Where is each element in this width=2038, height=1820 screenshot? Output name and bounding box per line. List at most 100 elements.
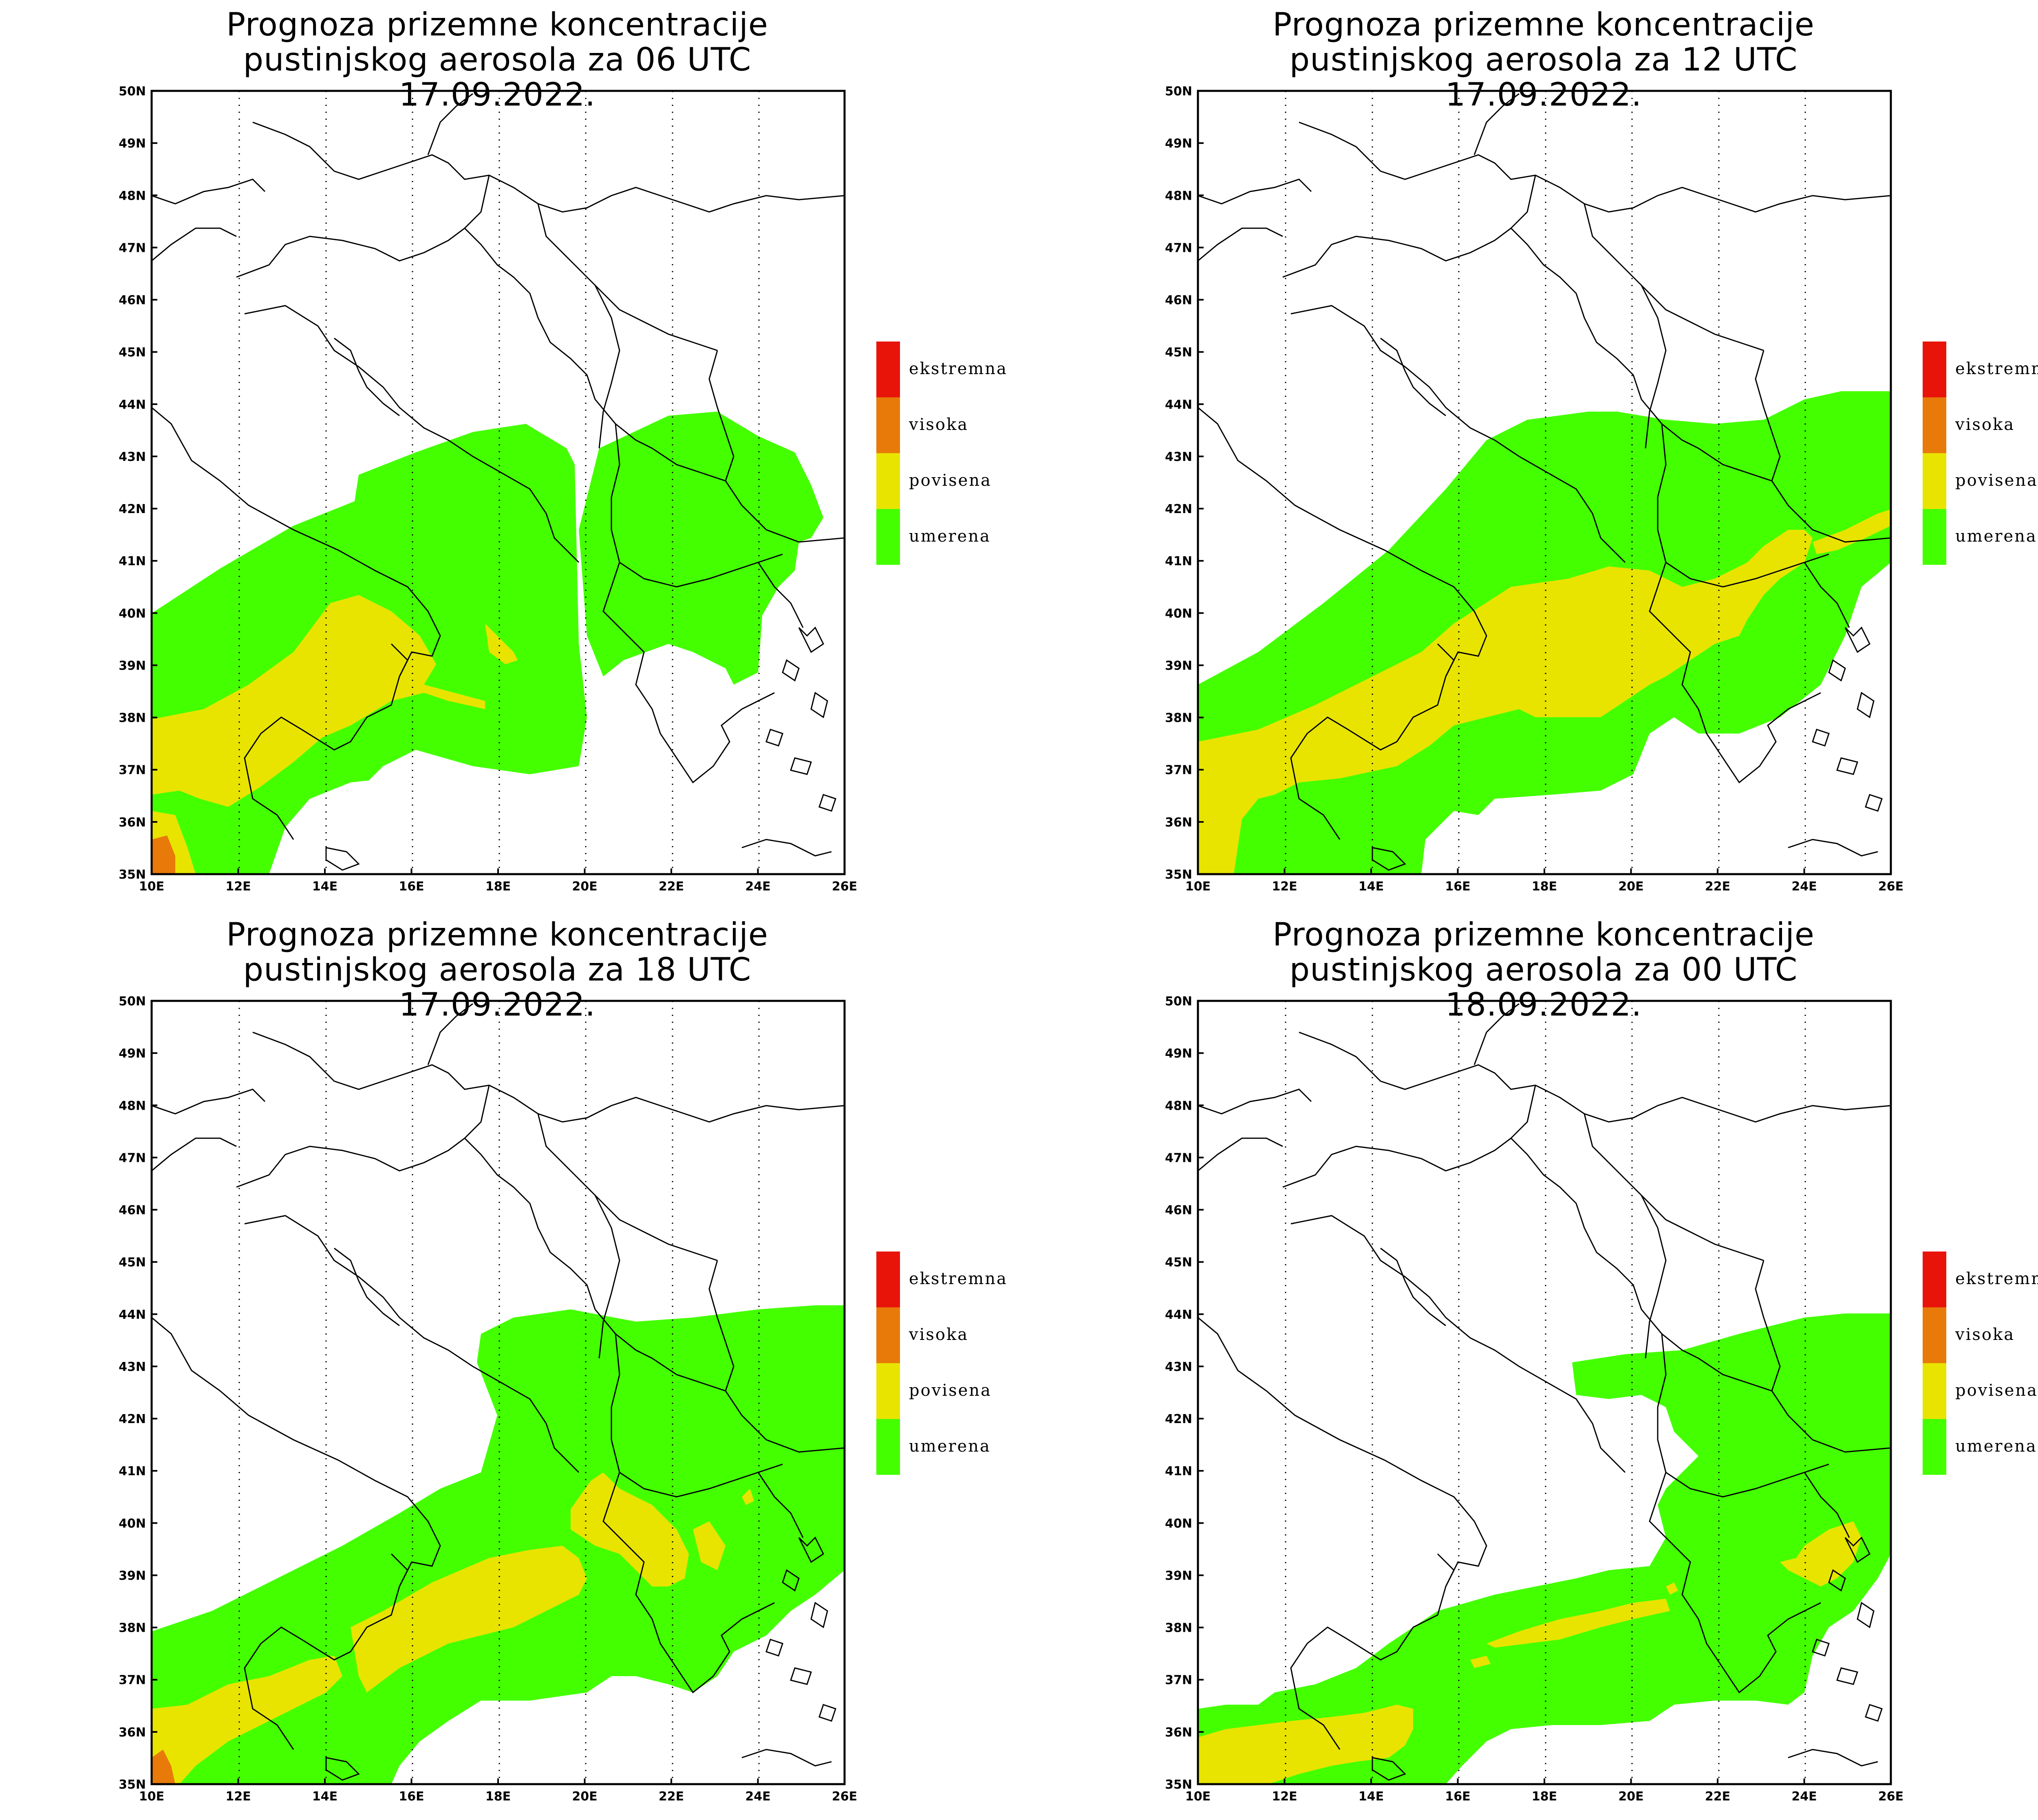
panel-title: Prognoza prizemne koncentracije pustinjs… — [145, 917, 850, 1022]
latitude-tick-label: 45N — [119, 1256, 146, 1270]
legend-swatch — [876, 342, 900, 397]
latitude-tick-label: 40N — [119, 1516, 146, 1531]
longitude-axis: 10E 12E 14E 16E 18E 20E 22E 24E 26E — [1185, 868, 1903, 894]
latitude-tick-label: 39N — [1165, 659, 1192, 673]
legend-swatch — [1923, 1363, 1946, 1419]
legend-label: visoka — [1955, 1325, 2015, 1344]
longitude-tick-label: 18E — [485, 1789, 511, 1804]
latitude-tick-label: 44N — [1165, 398, 1192, 412]
legend-item-ekstremna: ekstremna — [1923, 1252, 2038, 1307]
latitude-axis: 50N 49N 48N 47N 46N 45N 44N 43N 42N 41N 40N 39N 38N 3… — [119, 994, 157, 1792]
longitude-tick-label: 14E — [312, 879, 337, 894]
longitude-tick-label: 18E — [1532, 879, 1557, 894]
povisena-area — [693, 1521, 726, 1570]
dust-map: 50N 49N 48N 47N 46N 45N 44N 43N 42N 41N 40N 39N 38N 3… — [1165, 994, 1903, 1804]
latitude-tick-label: 44N — [119, 398, 146, 412]
panel-title: Prognoza prizemne koncentracije pustinjs… — [1191, 7, 1896, 112]
longitude-tick-label: 16E — [399, 1789, 424, 1804]
latitude-tick-label: 38N — [1165, 1621, 1192, 1635]
legend-item-umerena: umerena — [876, 1419, 1039, 1475]
povisena-area — [1666, 1582, 1678, 1595]
country-borders — [152, 1003, 845, 1781]
latitude-tick-label: 49N — [1165, 137, 1192, 151]
legend-item-visoka: visoka — [876, 397, 1039, 453]
legend-item-ekstremna: ekstremna — [1923, 342, 2038, 397]
panel-title: Prognoza prizemne koncentracije pustinjs… — [1191, 917, 1896, 1022]
latitude-tick-label: 42N — [1165, 502, 1192, 516]
umerena-area — [1198, 1313, 1891, 1784]
latitude-tick-label: 35N — [119, 868, 146, 882]
longitude-tick-label: 26E — [1878, 879, 1903, 894]
legend-swatch — [1923, 397, 1946, 453]
longitude-tick-label: 22E — [659, 879, 684, 894]
povisena-area — [1198, 1705, 1413, 1784]
legend-item-povisena: povisena — [1923, 453, 2038, 509]
concentration-contours — [152, 412, 823, 874]
latitude-tick-label: 46N — [119, 293, 146, 308]
latitude-tick-label: 47N — [1165, 1151, 1192, 1165]
legend-swatch — [1923, 1307, 1946, 1363]
concentration-contours — [152, 1305, 845, 1784]
latitude-tick-label: 38N — [119, 711, 146, 725]
longitude-tick-label: 14E — [1359, 879, 1384, 894]
legend-swatch — [1923, 1419, 1946, 1475]
latitude-tick-label: 43N — [119, 450, 146, 464]
legend-label: povisena — [1955, 471, 2038, 490]
panel-title: Prognoza prizemne koncentracije pustinjs… — [145, 7, 850, 112]
longitude-tick-label: 18E — [1532, 1789, 1557, 1804]
latitude-tick-label: 48N — [1165, 1099, 1192, 1113]
latitude-tick-label: 50N — [119, 994, 146, 1009]
latitude-tick-label: 37N — [119, 1673, 146, 1688]
legend-label: ekstremna — [1955, 359, 2038, 378]
legend-swatch — [1923, 509, 1946, 565]
longitude-tick-label: 22E — [659, 1789, 684, 1804]
legend-item-visoka: visoka — [1923, 1307, 2038, 1363]
povisena-area — [1198, 530, 1813, 874]
longitude-tick-label: 22E — [1705, 879, 1730, 894]
panel-title-line1: Prognoza prizemne koncentracije — [1273, 7, 1815, 43]
longitude-tick-label: 10E — [139, 879, 164, 894]
latitude-tick-label: 37N — [119, 763, 146, 778]
legend-label: povisena — [909, 471, 992, 490]
latitude-tick-label: 40N — [119, 606, 146, 621]
legend-label: ekstremna — [909, 359, 1008, 378]
latitude-axis: 50N 49N 48N 47N 46N 45N 44N 43N 42N 41N 40N 39N 38N 3… — [1165, 84, 1204, 882]
latitude-tick-label: 38N — [119, 1621, 146, 1635]
country-borders — [1198, 93, 1891, 871]
longitude-tick-label: 12E — [225, 879, 251, 894]
concentration-contours — [1198, 391, 1891, 874]
legend-swatch — [1923, 342, 1946, 397]
latitude-tick-label: 41N — [1165, 554, 1192, 568]
country-borders — [1198, 1003, 1891, 1781]
dust-map: 50N 49N 48N 47N 46N 45N 44N 43N 42N 41N 40N 39N 38N 3… — [1165, 84, 1903, 894]
latitude-tick-label: 36N — [119, 1725, 146, 1740]
legend-swatch — [876, 1363, 900, 1419]
latitude-tick-label: 42N — [119, 1412, 146, 1426]
latitude-tick-label: 42N — [1165, 1412, 1192, 1426]
latitude-tick-label: 48N — [119, 189, 146, 203]
legend-item-povisena: povisena — [876, 453, 1039, 509]
povisena-area — [351, 1546, 587, 1692]
latitude-tick-label: 38N — [1165, 711, 1192, 725]
povisena-area — [152, 595, 485, 807]
longitude-axis: 10E 12E 14E 16E 18E 20E 22E 24E 26E — [1185, 1778, 1903, 1804]
dust-map: 50N 49N 48N 47N 46N 45N 44N 43N 42N 41N 40N 39N 38N 3… — [119, 994, 857, 1804]
legend-swatch — [876, 509, 900, 565]
concentration-contours — [1198, 1313, 1891, 1784]
longitude-tick-label: 26E — [1878, 1789, 1903, 1804]
legend-swatch — [1923, 1252, 1946, 1307]
latitude-tick-label: 48N — [119, 1099, 146, 1113]
legend-swatch — [876, 1307, 900, 1363]
legend-swatch — [876, 397, 900, 453]
longitude-tick-label: 22E — [1705, 1789, 1730, 1804]
povisena-area — [1780, 1521, 1862, 1586]
latitude-tick-label: 35N — [1165, 1778, 1192, 1792]
latitude-tick-label: 39N — [119, 1569, 146, 1583]
panel-title-line1: Prognoza prizemne koncentracije — [226, 917, 768, 953]
latitude-tick-label: 43N — [119, 1360, 146, 1374]
latitude-tick-label: 37N — [1165, 1673, 1192, 1688]
panel-title-line1: Prognoza prizemne koncentracije — [1273, 917, 1815, 953]
povisena-area — [571, 1472, 689, 1586]
legend-label: visoka — [909, 1325, 969, 1344]
longitude-tick-label: 18E — [485, 879, 511, 894]
